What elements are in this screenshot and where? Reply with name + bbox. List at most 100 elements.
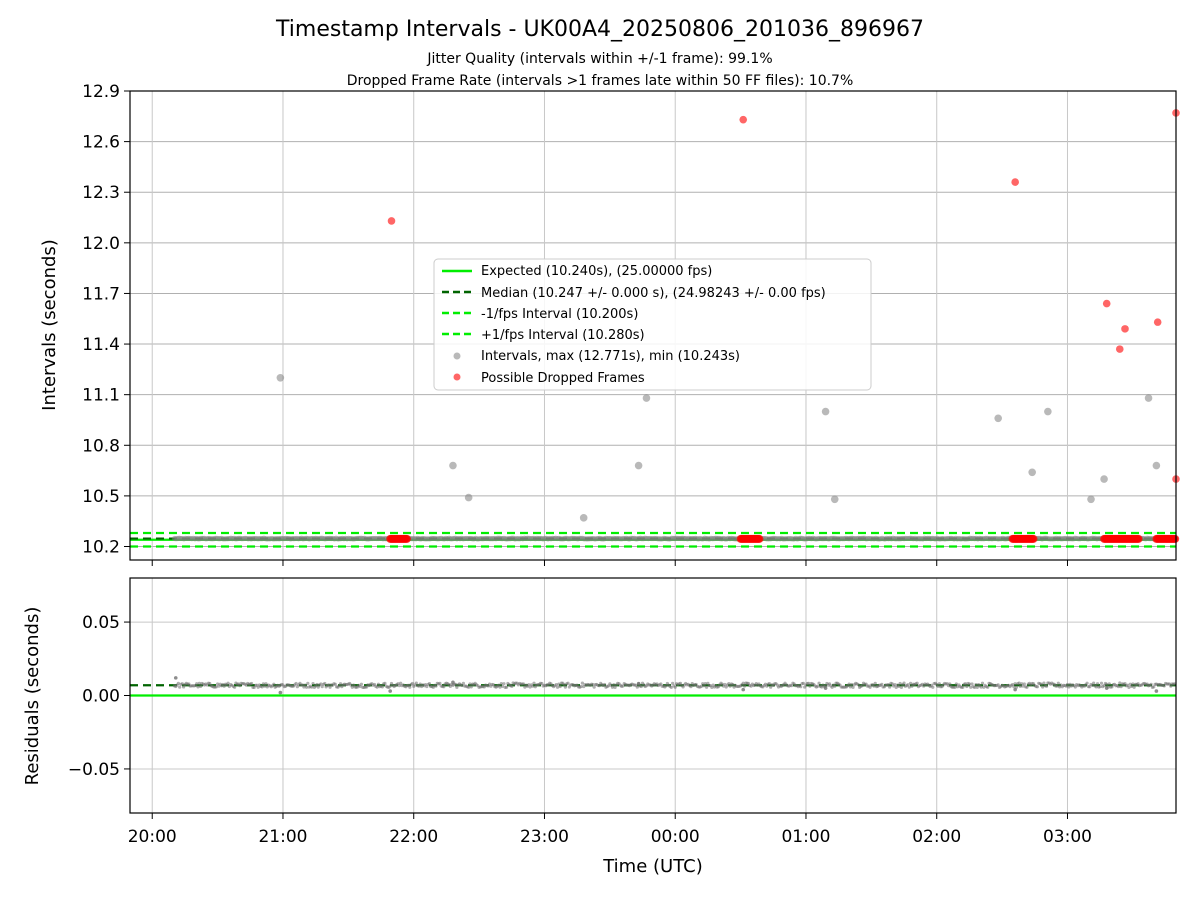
- residual-point: [306, 681, 310, 685]
- residual-point: [996, 683, 1000, 687]
- residual-point: [639, 684, 643, 689]
- dropped-frame-point: [1134, 534, 1143, 543]
- residual-point: [214, 685, 218, 689]
- residual-point: [937, 682, 941, 686]
- residual-point: [1044, 684, 1049, 688]
- residual-point: [540, 681, 544, 686]
- chart-subtitle-dropped: Dropped Frame Rate (intervals >1 frames …: [347, 73, 854, 89]
- residual-point: [467, 685, 471, 689]
- interval-point: [1100, 475, 1108, 483]
- x-axis-label: Time (UTC): [602, 856, 703, 877]
- residual-point: [469, 685, 473, 689]
- residual-point: [742, 684, 747, 688]
- residual-point: [294, 681, 298, 686]
- legend-label-minus-fps: -1/fps Interval (10.200s): [481, 307, 638, 322]
- residual-point: [195, 682, 199, 686]
- residual-point: [375, 685, 379, 689]
- residual-point: [872, 684, 876, 688]
- residual-point: [673, 685, 677, 689]
- residual-point: [669, 685, 673, 690]
- residual-point: [580, 681, 584, 685]
- residual-point: [789, 684, 794, 688]
- residual-point: [973, 685, 977, 689]
- residual-point: [953, 685, 957, 689]
- residual-point: [948, 682, 952, 686]
- residual-point: [176, 681, 180, 685]
- residual-point: [399, 681, 403, 685]
- x-tick-label: 23:00: [520, 827, 569, 847]
- residual-point: [1094, 685, 1098, 689]
- residual-point: [566, 681, 570, 685]
- residual-point: [954, 682, 958, 686]
- dropped-frame-point: [755, 534, 764, 543]
- residual-point: [1067, 685, 1071, 689]
- residual-point: [315, 682, 319, 687]
- intervals-y-tick-label: 10.2: [82, 538, 120, 558]
- intervals-y-tick-label: 10.5: [82, 487, 120, 507]
- residual-point: [226, 681, 230, 685]
- residuals-panel: −0.05 0.00 0.05 20:00 21:00 22:00 23:00 00:00 0…: [22, 577, 1177, 877]
- residual-point: [817, 681, 821, 685]
- residual-point: [501, 684, 505, 689]
- residual-point: [1154, 689, 1159, 693]
- residual-point: [979, 685, 983, 689]
- residual-point: [1118, 681, 1122, 685]
- residual-point: [455, 685, 459, 689]
- residual-point: [327, 683, 331, 687]
- residual-point: [414, 681, 418, 685]
- residual-point: [969, 685, 973, 689]
- intervals-plot-frame: [129, 90, 1177, 561]
- residual-point: [1055, 684, 1059, 688]
- legend: Expected (10.240s), (25.00000 fps) Media…: [433, 258, 872, 391]
- residual-point: [931, 685, 935, 689]
- residual-point: [380, 685, 384, 689]
- residual-point: [468, 682, 472, 686]
- residual-point: [699, 684, 703, 688]
- residual-point: [873, 681, 877, 685]
- residual-point: [689, 685, 693, 689]
- residual-point: [664, 684, 668, 688]
- residual-point: [260, 685, 264, 689]
- intervals-y-tick-label: 12.0: [82, 234, 120, 254]
- residual-point: [806, 681, 811, 685]
- residual-point: [1099, 681, 1104, 685]
- residual-point: [531, 684, 535, 688]
- legend-label-intervals: Intervals, max (12.771s), min (10.243s): [481, 349, 740, 364]
- residual-point: [1132, 685, 1136, 689]
- residual-point: [808, 684, 812, 688]
- dropped-frame-point: [387, 217, 396, 225]
- residual-point: [848, 685, 853, 689]
- interval-point: [994, 414, 1002, 423]
- residual-point: [823, 686, 828, 690]
- residual-point: [769, 685, 773, 689]
- residual-point: [1022, 682, 1026, 686]
- intervals-y-axis-label: Intervals (seconds): [39, 239, 60, 411]
- residual-point: [899, 685, 904, 689]
- residual-point: [388, 684, 392, 688]
- residual-point: [272, 682, 276, 686]
- residual-point: [461, 681, 466, 685]
- residual-point: [555, 685, 560, 689]
- residual-point: [579, 684, 583, 689]
- residual-point: [1162, 684, 1166, 688]
- residual-point: [502, 682, 506, 686]
- residual-point: [906, 683, 910, 687]
- dropped-frame-point: [1029, 534, 1038, 543]
- interval-point: [1044, 407, 1052, 416]
- residual-point: [671, 681, 675, 685]
- residual-point: [1092, 681, 1096, 685]
- interval-point: [634, 461, 643, 470]
- residual-point: [499, 681, 503, 686]
- residual-point: [453, 682, 458, 686]
- interval-point: [1144, 394, 1153, 402]
- residual-point: [731, 682, 735, 687]
- residual-point: [1095, 682, 1100, 686]
- legend-label-plus-fps: +1/fps Interval (10.280s): [481, 328, 645, 343]
- residual-point: [199, 684, 203, 688]
- residual-point: [1013, 687, 1017, 692]
- residuals-x-ticks: 20:00 21:00 22:00 23:00 00:00 01:00 02:00 03:00: [128, 813, 1092, 847]
- residual-point: [1129, 684, 1134, 688]
- intervals-y-tick-label: 12.6: [82, 133, 120, 153]
- interval-point: [1028, 468, 1036, 477]
- interval-point: [1152, 461, 1161, 470]
